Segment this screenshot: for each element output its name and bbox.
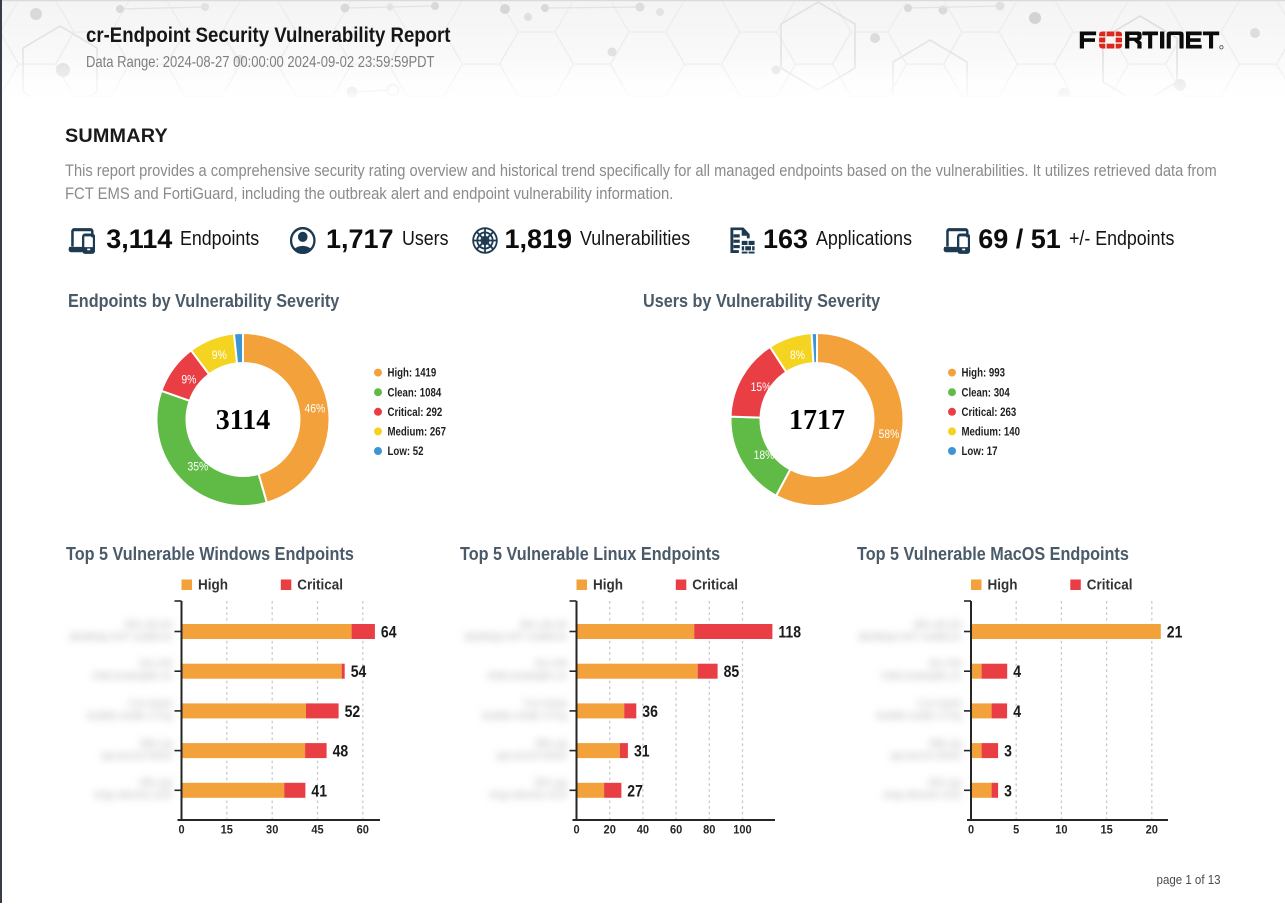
svg-text:100: 100 bbox=[733, 823, 752, 837]
svg-text:Critical: Critical bbox=[692, 578, 738, 594]
svg-text:Critical: 292: Critical: 292 bbox=[388, 407, 443, 419]
svg-text:Clean: 1084: Clean: 1084 bbox=[388, 387, 442, 399]
svg-text:3: 3 bbox=[1004, 782, 1012, 800]
svg-text:20: 20 bbox=[1146, 823, 1158, 837]
svg-text:80: 80 bbox=[703, 823, 715, 837]
svg-text:0: 0 bbox=[178, 823, 184, 837]
svg-text:1717: 1717 bbox=[789, 405, 845, 436]
svg-text:15: 15 bbox=[221, 823, 233, 837]
svg-text:3: 3 bbox=[1004, 743, 1012, 761]
svg-text:4: 4 bbox=[1013, 703, 1021, 721]
svg-text:58%: 58% bbox=[879, 429, 900, 441]
svg-text:46%: 46% bbox=[305, 403, 326, 415]
svg-text:Critical: 263: Critical: 263 bbox=[962, 407, 1017, 419]
svg-text:15%: 15% bbox=[751, 382, 772, 394]
svg-text:0: 0 bbox=[968, 823, 974, 837]
svg-text:48: 48 bbox=[333, 743, 349, 761]
svg-text:85: 85 bbox=[724, 663, 740, 681]
svg-text:118: 118 bbox=[778, 624, 801, 642]
svg-text:High: 993: High: 993 bbox=[962, 368, 1006, 380]
svg-text:41: 41 bbox=[311, 782, 327, 800]
svg-text:4: 4 bbox=[1013, 663, 1021, 681]
svg-text:54: 54 bbox=[351, 663, 367, 681]
svg-text:52: 52 bbox=[345, 703, 361, 721]
svg-text:15: 15 bbox=[1100, 823, 1112, 837]
svg-text:18%: 18% bbox=[754, 450, 775, 462]
svg-text:35%: 35% bbox=[188, 462, 209, 474]
svg-text:27: 27 bbox=[627, 782, 643, 800]
svg-text:Medium: 267: Medium: 267 bbox=[388, 427, 447, 439]
svg-text:8%: 8% bbox=[790, 350, 805, 362]
svg-text:60: 60 bbox=[357, 823, 369, 837]
svg-text:0: 0 bbox=[573, 823, 579, 837]
svg-text:Clean: 304: Clean: 304 bbox=[962, 387, 1011, 399]
svg-text:60: 60 bbox=[670, 823, 682, 837]
svg-text:Low: 52: Low: 52 bbox=[388, 446, 424, 458]
svg-text:10: 10 bbox=[1055, 823, 1067, 837]
svg-text:45: 45 bbox=[311, 823, 323, 837]
svg-text:20: 20 bbox=[604, 823, 616, 837]
svg-text:36: 36 bbox=[642, 703, 658, 721]
svg-text:9%: 9% bbox=[212, 350, 227, 362]
svg-text:3114: 3114 bbox=[216, 405, 270, 436]
svg-text:21: 21 bbox=[1167, 624, 1183, 642]
svg-text:40: 40 bbox=[637, 823, 649, 837]
svg-text:High: High bbox=[988, 578, 1018, 594]
svg-text:64: 64 bbox=[381, 624, 397, 642]
svg-text:5: 5 bbox=[1013, 823, 1019, 837]
svg-text:31: 31 bbox=[634, 743, 650, 761]
svg-text:Critical: Critical bbox=[297, 578, 343, 594]
svg-text:High: High bbox=[198, 578, 228, 594]
svg-text:High: High bbox=[593, 578, 623, 594]
svg-text:9%: 9% bbox=[181, 375, 196, 387]
svg-text:Critical: Critical bbox=[1087, 578, 1133, 594]
svg-text:30: 30 bbox=[266, 823, 278, 837]
svg-text:Low: 17: Low: 17 bbox=[962, 446, 998, 458]
svg-text:Medium: 140: Medium: 140 bbox=[962, 427, 1021, 439]
svg-text:High: 1419: High: 1419 bbox=[388, 368, 437, 380]
